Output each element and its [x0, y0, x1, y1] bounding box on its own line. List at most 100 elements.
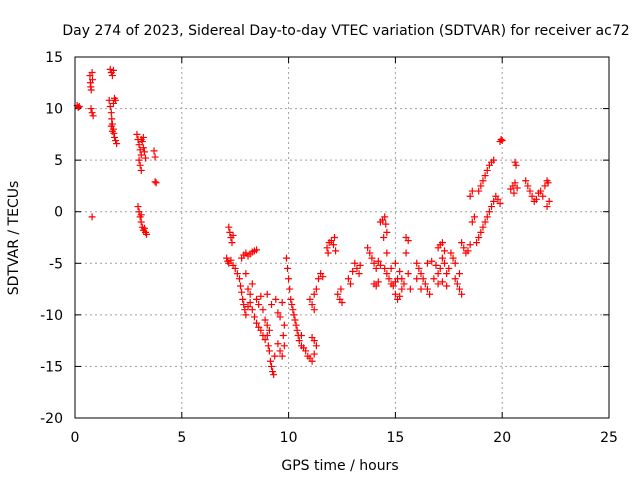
data-point [481, 218, 489, 226]
data-point [88, 68, 96, 76]
data-point [370, 259, 378, 267]
data-point [143, 230, 151, 238]
y-tick-label: 10 [45, 102, 63, 118]
data-point [109, 66, 117, 74]
data-point [278, 352, 286, 360]
y-tick-label: -20 [40, 411, 63, 427]
data-point [107, 109, 115, 117]
data-point [270, 371, 278, 379]
data-point [522, 177, 530, 185]
data-point [391, 290, 399, 298]
data-point [137, 151, 145, 159]
data-point [449, 254, 457, 262]
data-point [152, 179, 160, 187]
data-point [257, 292, 265, 300]
data-point [434, 270, 442, 278]
data-point [108, 127, 116, 135]
y-tick-label: -10 [40, 308, 63, 324]
data-point [244, 285, 252, 293]
y-tick-label: -15 [40, 359, 63, 375]
data-point [374, 278, 382, 286]
data-point [541, 182, 549, 190]
data-point [266, 357, 274, 365]
y-tick-label: 5 [54, 153, 63, 169]
y-tick-label: 15 [45, 50, 63, 66]
data-point [436, 264, 444, 272]
y-tick-label: 0 [54, 205, 63, 221]
data-point [331, 234, 339, 241]
data-point [315, 275, 323, 283]
data-point [402, 249, 410, 257]
data-point [285, 275, 293, 283]
data-point [231, 264, 239, 272]
data-point [312, 342, 320, 350]
data-point [479, 223, 487, 231]
data-point [404, 270, 412, 278]
data-point [488, 203, 496, 211]
data-point [511, 179, 519, 187]
data-point [241, 306, 249, 314]
data-point [228, 239, 236, 247]
data-point [89, 112, 97, 120]
data-point [526, 187, 534, 195]
data-point [257, 326, 265, 334]
data-point [229, 231, 237, 239]
data-point [263, 290, 271, 298]
data-point [385, 275, 393, 283]
data-point [477, 228, 485, 236]
data-point [246, 290, 254, 298]
plot-border [74, 56, 610, 419]
data-point [265, 347, 273, 355]
data-point [543, 203, 551, 211]
data-point [293, 326, 301, 334]
data-point [380, 234, 388, 241]
data-point [334, 290, 342, 298]
data-point [108, 115, 116, 123]
data-point [473, 239, 481, 247]
data-point [233, 270, 241, 278]
data-point [259, 306, 267, 314]
chart-title: Day 274 of 2023, Sidereal Day-to-day VTE… [62, 23, 629, 39]
data-point [396, 268, 404, 276]
data-point [151, 153, 159, 161]
data-point [308, 357, 316, 365]
data-point [398, 285, 406, 293]
data-point [278, 298, 286, 306]
y-axis-label: SDTVAR / TECUs [6, 181, 22, 296]
data-point [338, 298, 346, 306]
data-point [544, 179, 552, 187]
data-point [136, 161, 144, 169]
data-point [485, 208, 493, 216]
data-point [137, 136, 145, 144]
data-point [276, 313, 284, 321]
data-point [356, 261, 364, 269]
x-tick-label: 20 [493, 430, 511, 446]
data-point [242, 270, 250, 278]
data-point [310, 350, 318, 358]
data-point [475, 187, 483, 195]
data-point [383, 249, 391, 257]
data-point [113, 140, 121, 148]
data-point [458, 290, 466, 298]
data-point [239, 295, 247, 303]
data-point [140, 224, 148, 232]
data-point [468, 218, 476, 226]
data-point [88, 109, 96, 117]
data-point [240, 301, 248, 309]
data-point [443, 282, 451, 290]
data-point [227, 256, 235, 264]
data-point [426, 290, 434, 298]
data-point [477, 182, 485, 190]
data-point [451, 259, 459, 267]
data-point [475, 234, 483, 241]
data-point [87, 105, 95, 113]
data-point [396, 292, 404, 300]
data-point [451, 275, 459, 283]
data-point [324, 249, 332, 257]
data-point [253, 295, 261, 303]
data-point [400, 280, 408, 288]
data-point [381, 213, 389, 221]
data-point [443, 270, 451, 278]
